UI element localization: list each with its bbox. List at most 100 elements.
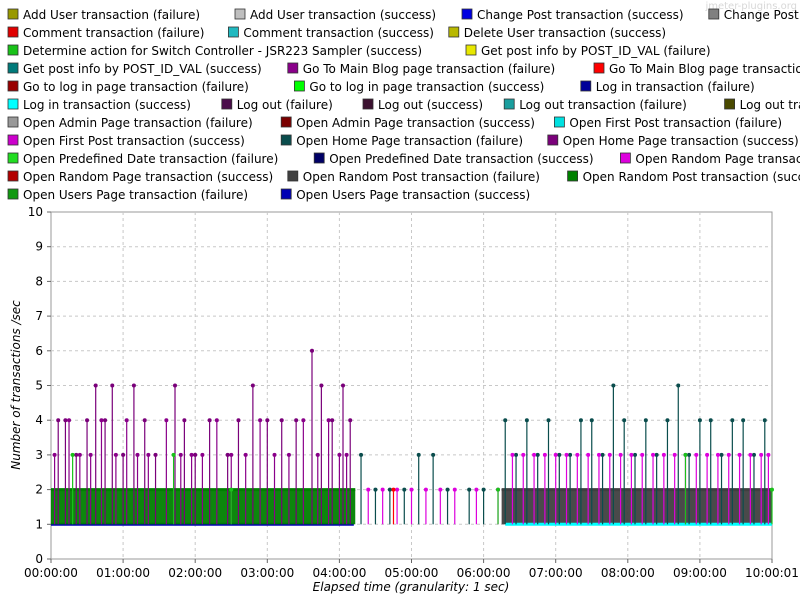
spike-point [189, 452, 194, 457]
spike-point [182, 418, 187, 423]
spike-point [708, 418, 713, 423]
legend-swatch [7, 8, 19, 20]
spike-point [575, 452, 580, 457]
spike-point [265, 418, 270, 423]
x-tick-label: 08:00:00 [601, 566, 655, 580]
spike-point [766, 452, 771, 457]
spike-point [171, 452, 176, 457]
legend-swatch [708, 8, 720, 20]
legend-label: Get post info by POST_ID_VAL (success) [23, 62, 262, 76]
spike-point [70, 452, 75, 457]
spike-point [330, 418, 335, 423]
spike-point [496, 487, 501, 492]
legend-label: Open Random Page transaction (failure) [635, 152, 800, 166]
spike-point [596, 452, 601, 457]
spike-point [481, 487, 486, 492]
legend-swatch [293, 80, 305, 92]
spike-point [697, 418, 702, 423]
legend-swatch [593, 62, 605, 74]
spike-point [178, 452, 183, 457]
legend-label: Open Home Page transaction (failure) [296, 134, 523, 148]
legend-label: Delete User transaction (success) [464, 26, 666, 40]
legend-label: Open Predefined Date transaction (succes… [329, 152, 593, 166]
spike-point [654, 452, 659, 457]
spike-point [640, 452, 645, 457]
y-tick-label: 10 [28, 205, 43, 219]
legend-swatch [7, 134, 19, 146]
spike-point [705, 452, 710, 457]
spike-point [719, 452, 724, 457]
spike-point [88, 452, 93, 457]
y-axis-title: Number of transactions /sec [9, 300, 23, 470]
spike-point [319, 383, 324, 388]
legend-label: Determine action for Switch Controller -… [23, 44, 422, 58]
legend-label: Log in transaction (success) [23, 98, 191, 112]
legend-label: Open First Post transaction (failure) [569, 116, 782, 130]
legend-label: Comment transaction (success) [243, 26, 434, 40]
legend-swatch [547, 134, 559, 146]
series-band [501, 489, 772, 525]
legend-label: Open Users Page transaction (failure) [23, 188, 248, 202]
spike-point [142, 418, 147, 423]
spike-point [586, 452, 591, 457]
y-tick-label: 3 [35, 448, 43, 462]
spike-point [214, 418, 219, 423]
spike-point [348, 418, 353, 423]
spike-point [310, 348, 315, 353]
spike-point [52, 452, 57, 457]
spike-point [279, 418, 284, 423]
spike-point [730, 418, 735, 423]
y-tick-label: 1 [35, 517, 43, 531]
spike-point [402, 487, 407, 492]
x-axis-title: Elapsed time (granularity: 1 sec) [313, 580, 510, 594]
legend-label: Log out transaction (failure) [519, 98, 687, 112]
spike-point [622, 418, 627, 423]
spike-point [103, 418, 108, 423]
spike-point [409, 487, 414, 492]
spike-point [193, 452, 198, 457]
x-tick-label: 00:00:00 [24, 566, 78, 580]
spike-point [173, 383, 178, 388]
legend-swatch [724, 98, 735, 110]
y-tick-label: 2 [35, 483, 43, 497]
spike-point [751, 452, 756, 457]
legend-label: Change Post transaction (success) [724, 8, 800, 22]
legend-swatch [7, 152, 19, 164]
spike-point [77, 452, 82, 457]
spike-point [687, 452, 692, 457]
legend-label: Open Random Post transaction (failure) [303, 170, 540, 184]
spike-point [110, 383, 115, 388]
spike-point [467, 487, 472, 492]
legend: Add User transaction (failure) Add User t… [7, 8, 800, 202]
spike-point [431, 452, 436, 457]
legend-label: Get post info by POST_ID_VAL (failure) [481, 44, 711, 58]
spike-point [124, 418, 129, 423]
spike-point [74, 452, 79, 457]
spike-point [225, 452, 230, 457]
spike-point [618, 452, 623, 457]
spike-point [387, 487, 392, 492]
spike-point [676, 383, 681, 388]
spike-point [665, 418, 670, 423]
spike-point [341, 383, 346, 388]
legend-label: Open Admin Page transaction (success) [296, 116, 535, 130]
legend-label: Go to log in page transaction (failure) [23, 80, 249, 94]
legend-swatch [280, 134, 292, 146]
y-tick-label: 6 [35, 344, 43, 358]
x-tick-label: 01:00:00 [96, 566, 150, 580]
spike-point [438, 487, 443, 492]
legend-label: Add User transaction (success) [250, 8, 436, 22]
legend-label: Log out (failure) [237, 98, 333, 112]
x-tick-label: 04:00:00 [312, 566, 366, 580]
spike-point [99, 418, 104, 423]
legend-swatch [221, 98, 233, 110]
x-tick-label: 05:00:00 [385, 566, 439, 580]
legend-swatch [7, 170, 19, 182]
legend-swatch [234, 8, 246, 20]
spike-point [532, 452, 537, 457]
spike-point [726, 452, 731, 457]
series-spike-layer [52, 348, 774, 525]
spike-point [770, 487, 774, 492]
legend-swatch [227, 26, 239, 38]
